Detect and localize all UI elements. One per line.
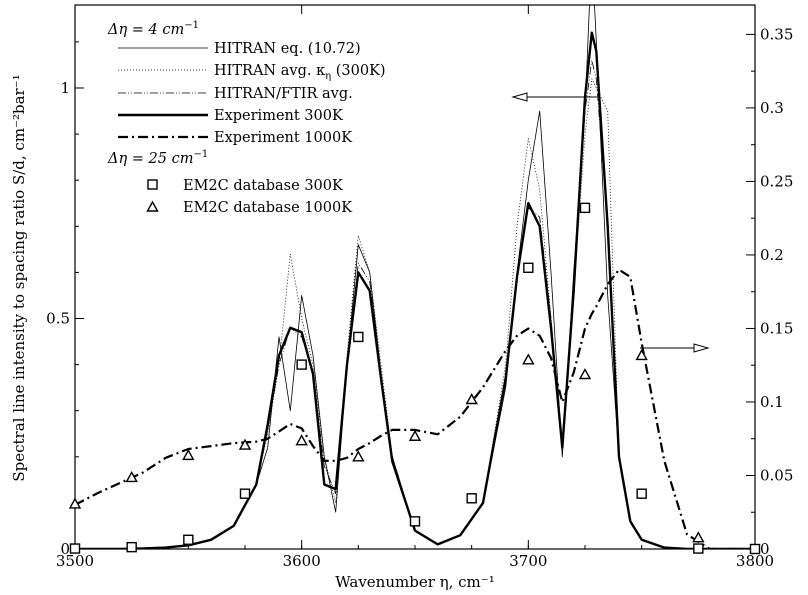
y-left-tick-label: 1 <box>60 79 70 97</box>
x-tick-label: 3800 <box>736 552 774 570</box>
marker-triangle <box>295 434 308 446</box>
x-tick-label: 3600 <box>283 552 321 570</box>
marker-triangle <box>68 497 82 509</box>
legend-label-em2c-1000: EM2C database 1000K <box>183 200 353 216</box>
arrow-left-head <box>511 92 528 102</box>
y-left-tick-label: 0.5 <box>46 309 70 327</box>
marker-square <box>239 488 251 499</box>
y-right-tick-label: 0.3 <box>760 99 784 117</box>
y-right-tick-label: 0.35 <box>760 25 793 43</box>
legend-header-25: Δη = 25 cm−1 <box>107 149 208 167</box>
axis-arrows <box>511 92 710 353</box>
arrow-right-head <box>693 343 710 353</box>
series-line-3 <box>75 31 755 549</box>
marker-square <box>296 359 307 370</box>
legend-label-exp-300: Experiment 300K <box>214 108 344 124</box>
y-right-tick-label: 0.1 <box>760 393 784 411</box>
x-tick-label: 3500 <box>56 552 94 570</box>
y-right-tick-label: 0.25 <box>760 172 793 190</box>
marker-triangle <box>182 448 195 461</box>
legend-marker-square <box>147 179 158 190</box>
marker-triangle <box>692 531 705 543</box>
marker-triangle <box>408 429 422 441</box>
marker-triangle <box>522 353 535 365</box>
marker-square <box>126 541 137 553</box>
marker-square <box>579 202 591 214</box>
legend-label-hitran-eq: HITRAN eq. (10.72) <box>214 41 361 57</box>
y-right-tick-label: 0.05 <box>760 466 793 484</box>
legend: Δη = 4 cm−1 HITRAN eq. (10.72) HITRAN av… <box>107 20 386 216</box>
x-axis-title: Wavenumber η, cm⁻¹ <box>335 573 494 591</box>
marker-triangle <box>578 368 592 380</box>
marker-square <box>353 331 364 343</box>
y-axis-title-left: Spectral line intensity to spacing ratio… <box>10 74 28 481</box>
marker-square <box>466 493 477 504</box>
legend-label-hitran-ftir: HITRAN/FTIR avg. <box>214 86 353 102</box>
series-line-1 <box>75 78 755 549</box>
marker-square <box>409 516 421 527</box>
legend-label-exp-1000: Experiment 1000K <box>214 130 353 146</box>
marker-triangle <box>125 470 138 483</box>
marker-square <box>749 543 761 555</box>
legend-label-hitran-avg: HITRAN avg. κη (300K) <box>214 63 386 82</box>
series-lines <box>75 5 755 549</box>
axis-ticks: 3500 3600 3700 380000.5100.050.10.150.20.25… <box>46 5 793 570</box>
marker-square <box>183 534 194 545</box>
marker-triangle <box>635 348 648 361</box>
legend-marker-triangle <box>146 200 159 212</box>
marker-square <box>693 543 704 554</box>
marker-triangle <box>465 393 478 405</box>
legend-header-4: Δη = 4 cm−1 <box>107 20 199 38</box>
x-tick-label: 3700 <box>509 552 547 570</box>
marker-square <box>69 543 81 554</box>
series-line-0 <box>75 5 755 549</box>
plot-frame <box>74 4 756 550</box>
series-line-2 <box>75 59 755 549</box>
marker-square <box>523 262 534 273</box>
y-right-tick-label: 0.2 <box>760 246 784 264</box>
marker-triangle <box>238 438 252 450</box>
y-right-tick-label: 0 <box>760 540 770 558</box>
legend-label-em2c-300: EM2C database 300K <box>183 178 344 194</box>
y-right-tick-label: 0.15 <box>760 319 793 337</box>
marker-square <box>636 488 647 499</box>
y-left-tick-label: 0 <box>60 540 70 558</box>
marker-triangle <box>352 450 365 462</box>
series-line-4 <box>75 268 755 549</box>
series-markers <box>68 202 761 555</box>
